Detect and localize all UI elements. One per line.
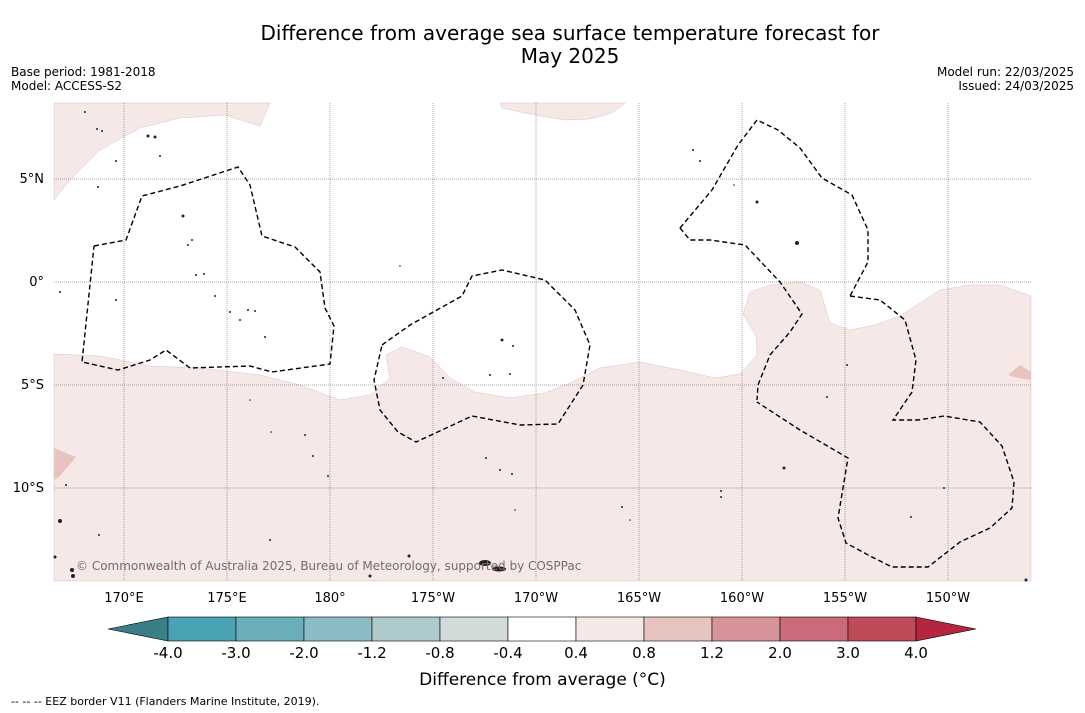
colorbar-tick-label: -4.0 [153, 644, 182, 662]
model-name: Model: ACCESS-S2 [11, 79, 123, 93]
copyright-notice: © Commonwealth of Australia 2025, Bureau… [76, 559, 581, 573]
lat-label: 10°S [13, 481, 44, 496]
lon-label: 155°W [823, 591, 867, 606]
colorbar-segment [439, 616, 509, 642]
colorbar-segment [643, 616, 713, 642]
lat-label: 5°N [20, 172, 45, 187]
colorbar-tick-label: 4.0 [904, 644, 928, 662]
colorbar-label: Difference from average (°C) [419, 670, 666, 690]
eez-borders [81, 119, 1015, 568]
map-area: © Commonwealth of Australia 2025, Bureau… [53, 102, 1032, 582]
lon-label: 160°W [720, 591, 764, 606]
anomaly-patch-west [54, 448, 76, 480]
colorbar-extend-low [107, 616, 169, 642]
lat-label: 5°S [21, 378, 44, 393]
samoa-island [479, 560, 491, 566]
model-run: Model run: 22/03/2025 [936, 65, 1074, 79]
lon-labels: 170°E 175°E 180° 175°W 170°W 165°W 160°W… [104, 591, 970, 606]
colorbar-tick-label: 1.2 [700, 644, 724, 662]
colorbar-segment [575, 616, 645, 642]
colorbar-segment [507, 616, 577, 642]
chart-title: Difference from average sea surface temp… [200, 22, 940, 68]
colorbar-segment [235, 616, 305, 642]
lon-label: 175°E [207, 591, 247, 606]
lon-label: 175°W [411, 591, 455, 606]
colorbar-tick-label: -0.8 [425, 644, 454, 662]
lon-label: 170°E [104, 591, 144, 606]
lat-label: 0° [29, 275, 44, 290]
colorbar-tick-label: 2.0 [768, 644, 792, 662]
eez-border-northeast [679, 119, 869, 297]
colorbar-segment [167, 616, 237, 642]
base-period: Base period: 1981-2018 [11, 65, 156, 79]
title-line-2: May 2025 [520, 44, 620, 68]
colorbar [107, 616, 977, 642]
title-line-1: Difference from average sea surface temp… [260, 21, 880, 45]
colorbar-segment [303, 616, 373, 642]
anomaly-region-south [53, 281, 1032, 582]
eez-border-west [81, 166, 335, 373]
issued-date: Issued: 24/03/2025 [958, 79, 1074, 93]
lon-label: 170°W [514, 591, 558, 606]
eez-border-mid [679, 227, 803, 401]
eez-border-central [373, 269, 591, 443]
anomaly-region-north [499, 102, 626, 121]
colorbar-extend-high [915, 616, 977, 642]
colorbar-tick-label: 0.8 [632, 644, 656, 662]
colorbar-tick-label: 3.0 [836, 644, 860, 662]
footer-note: -- -- -- EEZ border V11 (Flanders Marine… [11, 695, 320, 708]
samoa-island-east [492, 566, 506, 572]
grid-lines [54, 103, 1031, 581]
lon-label: 180° [314, 591, 345, 606]
colorbar-tick-label: 0.4 [564, 644, 588, 662]
colorbar-segment [847, 616, 917, 642]
lon-label: 165°W [617, 591, 661, 606]
colorbar-tick-label: -3.0 [221, 644, 250, 662]
colorbar-segment [779, 616, 849, 642]
meta-left: Base period: 1981-2018 Model: ACCESS-S2 [11, 65, 156, 93]
colorbar-ticks: -4.0 -3.0 -2.0 -1.2 -0.8 -0.4 0.4 0.8 1.2 2.0 3.0 4… [153, 644, 928, 662]
colorbar-segment [711, 616, 781, 642]
islands [53, 111, 1028, 582]
colorbar-tick-label: -0.4 [493, 644, 522, 662]
colorbar-segment [371, 616, 441, 642]
lon-label: 150°W [926, 591, 970, 606]
meta-right: Model run: 22/03/2025 Issued: 24/03/2025 [937, 65, 1074, 93]
colorbar-tick-label: -1.2 [357, 644, 386, 662]
lat-labels: 5°N 0° 5°S 10°S [13, 172, 44, 496]
anomaly-region-northwest [53, 102, 271, 201]
colorbar-tick-label: -2.0 [289, 644, 318, 662]
anomaly-patch-east [1008, 365, 1031, 380]
